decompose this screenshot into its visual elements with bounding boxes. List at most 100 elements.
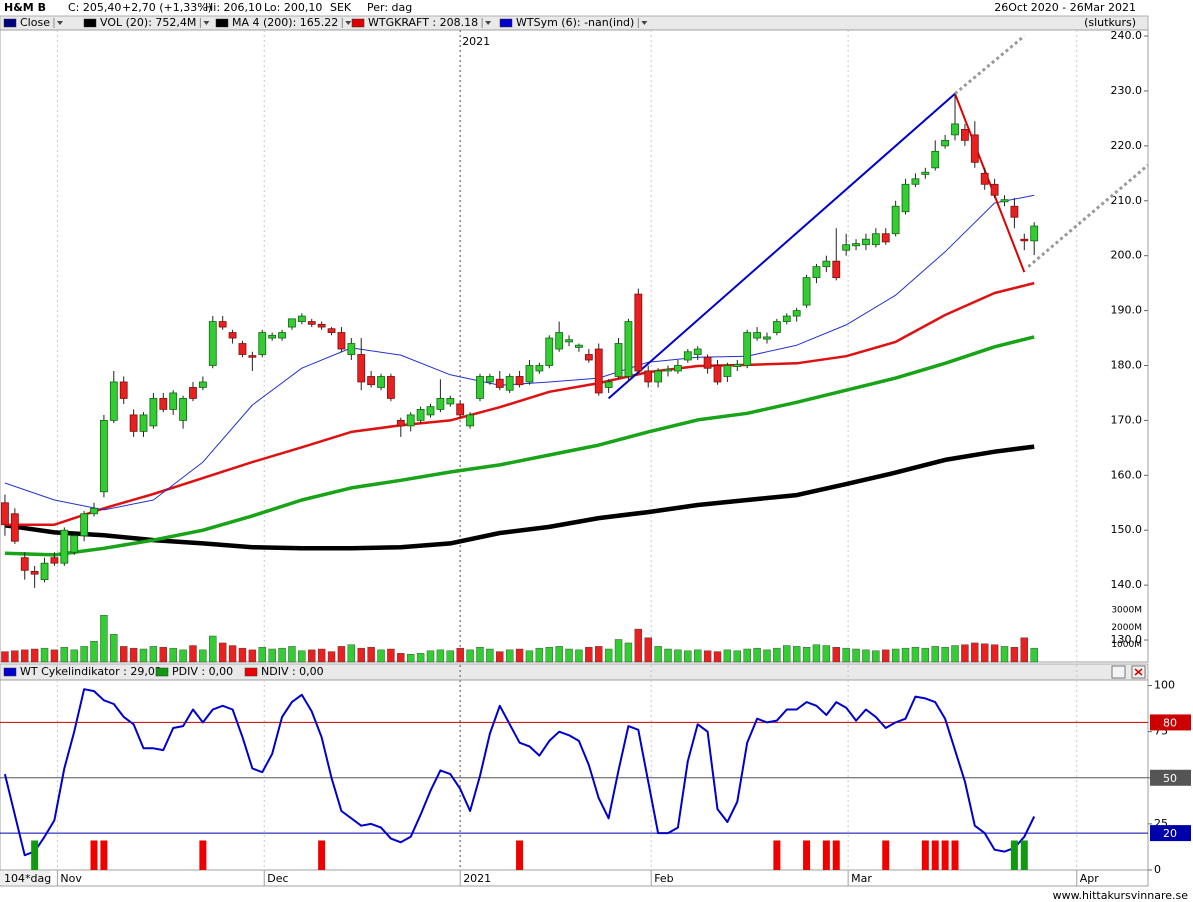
volume-bar	[624, 642, 633, 663]
header-range: 26Oct 2020 - 26Mar 2021	[994, 1, 1136, 14]
volume-bar	[149, 646, 158, 663]
y-tick-label: 220.0	[1111, 139, 1143, 152]
candle-body	[446, 398, 455, 405]
header-currency: SEK	[330, 1, 352, 14]
candle-body	[159, 398, 168, 410]
volume-tick-label: 1000M	[1111, 640, 1142, 650]
volume-bar	[248, 649, 257, 663]
volume-tick-label: 2000M	[1111, 623, 1142, 633]
volume-bar	[723, 649, 732, 663]
indicator-line	[3, 688, 1036, 857]
divergence-bar	[803, 840, 811, 870]
candle-body	[100, 420, 108, 493]
volume-bar	[110, 634, 118, 663]
divergence-bar	[100, 840, 108, 870]
candle-body	[297, 315, 306, 322]
volume-bar	[614, 639, 623, 663]
trendline	[607, 92, 956, 400]
candle-body	[535, 365, 544, 372]
candle-body	[456, 403, 465, 416]
volume-bar	[694, 649, 702, 663]
legend-label: WT Cykelindikator : 29,02	[20, 665, 162, 678]
y-tick-label: 210.0	[1111, 194, 1143, 207]
volume-bar	[100, 615, 108, 663]
candle-body	[1020, 238, 1029, 242]
zoom-button[interactable]	[1111, 665, 1126, 679]
candle-body	[228, 332, 237, 339]
candle-body	[10, 513, 19, 542]
dropdown-arrow[interactable]	[485, 21, 492, 25]
candle-body	[1, 502, 9, 526]
candle-body	[129, 414, 138, 432]
candle-body	[406, 414, 415, 427]
candle-body	[802, 277, 811, 306]
dropdown-arrow[interactable]	[345, 21, 352, 25]
candle-body	[436, 398, 445, 410]
volume-bar	[1000, 646, 1009, 663]
legend-label: VOL (20): 752,4M	[100, 16, 196, 29]
candle-body	[396, 420, 405, 427]
divergence-bar	[773, 840, 781, 870]
candle-body	[693, 348, 702, 355]
volume-bar	[80, 646, 88, 663]
legend-swatch	[499, 18, 513, 28]
moving-average	[4, 194, 1035, 511]
level-box	[1150, 825, 1191, 842]
candle-body	[713, 365, 722, 383]
level-label: 50	[1163, 772, 1177, 785]
level-box	[1150, 714, 1191, 731]
volume-bar	[575, 649, 583, 663]
source: www.hittakursvinnare.se	[1053, 889, 1189, 902]
candle-body	[743, 332, 752, 366]
volume-bar	[654, 646, 662, 663]
candle-body	[119, 381, 128, 399]
candle-body	[565, 339, 573, 343]
candle-body	[30, 571, 39, 575]
legend-swatch	[3, 667, 17, 677]
volume-bar	[258, 647, 266, 663]
candle-body	[40, 562, 49, 581]
divergence-bar	[882, 840, 890, 870]
candle-body	[20, 557, 29, 571]
candle-body	[268, 334, 277, 339]
volume-bar	[308, 649, 316, 663]
close-icon[interactable]	[1134, 668, 1143, 676]
divergence-bar	[90, 840, 98, 870]
trendline	[954, 93, 1026, 273]
legend-swatch	[3, 18, 17, 28]
dropdown-arrow[interactable]	[56, 21, 63, 25]
candle-body	[575, 344, 583, 348]
legend-swatch	[155, 667, 169, 677]
candle-body	[505, 376, 514, 391]
candle-body	[525, 365, 534, 383]
volume-tick-label: 3000M	[1111, 606, 1142, 616]
legend-swatch	[351, 18, 365, 28]
candle-body	[278, 332, 286, 339]
divergence-bar	[1020, 840, 1028, 870]
volume-bar	[981, 643, 989, 663]
volume-bar	[189, 645, 197, 663]
candle-body	[377, 376, 385, 388]
volume-bar	[278, 647, 286, 663]
volume-bar	[169, 647, 177, 663]
moving-average	[4, 444, 1035, 551]
header-close: C: 205,40	[68, 1, 121, 14]
volume-bar	[753, 647, 761, 663]
candle-body	[852, 243, 860, 247]
dropdown-arrow[interactable]	[641, 21, 648, 25]
volume-bar	[733, 650, 741, 663]
volume-bar	[40, 647, 49, 663]
volume-bar	[565, 648, 573, 663]
header-symbol: H&M B	[4, 1, 46, 14]
volume-bar	[555, 646, 563, 663]
volume-bar	[1010, 647, 1019, 663]
dropdown-arrow[interactable]	[203, 21, 210, 25]
volume-bar	[763, 649, 771, 663]
volume-bar	[486, 648, 494, 663]
divergence-bar	[921, 840, 929, 870]
volume-bar	[159, 647, 167, 663]
candle-body	[931, 150, 940, 169]
candle-body	[703, 356, 712, 369]
volume-bar	[228, 645, 237, 663]
volume-bar	[179, 649, 187, 663]
